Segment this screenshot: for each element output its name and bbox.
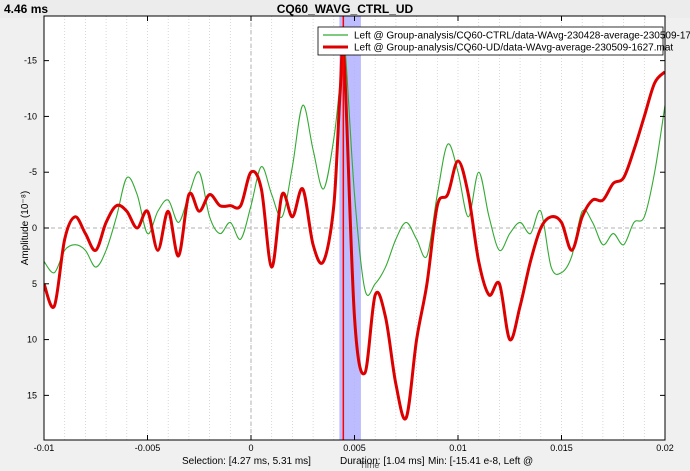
x-tick-label: 0 [248, 443, 253, 453]
series-group [44, 33, 665, 421]
legend-label-2: Left @ Group-analysis/CQ60-UD/data-WAvg-… [354, 43, 673, 54]
y-tick-label: 10 [27, 335, 37, 345]
min-readout: Min: [-15.41 e-8, Left @ [428, 456, 534, 467]
selection-readout: Selection: [4.27 ms, 5.31 ms] [182, 456, 311, 467]
legend-box [317, 26, 664, 56]
x-tick-label: 0.015 [550, 443, 573, 453]
legend-label-1: Left @ Group-analysis/CQ60-CTRL/data-WAv… [354, 31, 690, 42]
duration-readout: Duration: [1.04 ms] [340, 456, 425, 467]
x-tick-label: 0.02 [656, 443, 674, 453]
figure-title-bar: 4.46 ms CQ60_WAVG_CTRL_UD [0, 0, 690, 18]
x-tick-label: 0.01 [449, 443, 467, 453]
series-line-2 [44, 45, 665, 421]
x-tick-label: -0.005 [135, 443, 161, 453]
y-tick-label: 15 [27, 390, 37, 400]
figure-title: CQ60_WAVG_CTRL_UD [276, 2, 414, 16]
y-axis-label: Amplitude (10⁻⁸) [20, 191, 31, 266]
x-tick-label: -0.01 [34, 443, 55, 453]
y-tick-label: 0 [32, 223, 37, 233]
series-line-1 [44, 33, 665, 296]
y-tick-label: 5 [32, 279, 37, 289]
x-axis-label: Time [360, 460, 380, 470]
time-readout: 4.46 ms [4, 2, 49, 16]
x-tick-label: 0.005 [343, 443, 366, 453]
y-tick-label: -15 [24, 56, 37, 66]
y-tick-label: -10 [24, 111, 37, 121]
y-tick-label: -5 [29, 167, 37, 177]
